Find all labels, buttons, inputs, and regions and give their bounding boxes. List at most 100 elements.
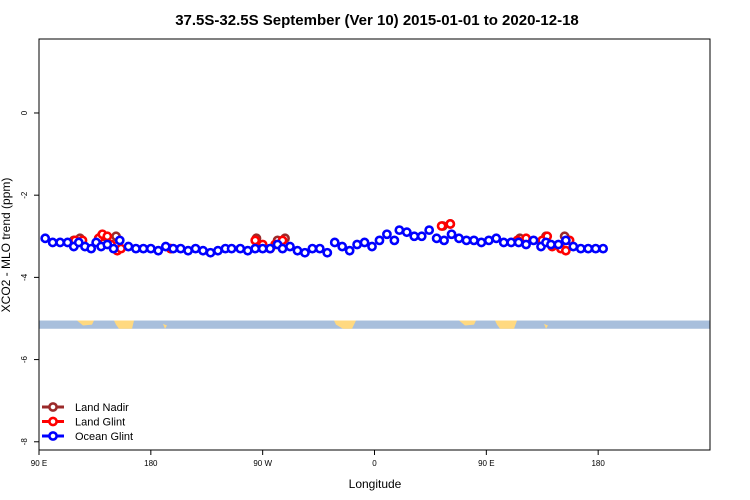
land-new-zealand [163,323,167,329]
ocean-glint-point-60 [469,235,479,246]
ocean-glint-point-76 [583,243,594,254]
legend-label-land-glint: Land Glint [75,417,125,429]
ocean-glint-point-40 [322,247,333,258]
ocean-glint-point-13 [123,241,134,252]
land-australia-repeat [495,320,517,329]
ocean-glint-point-35 [285,241,295,252]
ocean-glint-point-43 [344,245,355,256]
ocean-glint-point-14 [131,243,141,254]
ocean-glint-point-66 [513,237,524,248]
ocean-glint-point-2 [55,237,66,248]
x-tick-label-1: 180 [144,459,158,468]
ocean-glint-point-78 [598,243,609,254]
ocean-glint-point-27 [226,243,237,254]
x-axis-label: Longitude [349,477,402,491]
ocean-glint-point-67 [521,239,531,250]
x-tick-label-5: 180 [591,459,605,468]
ocean-glint-point-22 [190,243,201,254]
series-ocean-glint [40,225,609,258]
ocean-glint-point-29 [242,245,253,256]
y-axis: 0 -2 -4 -6 -8 [20,110,39,445]
y-tick-label-3: -6 [20,355,29,363]
land-glint-point-15 [445,219,456,229]
land-africa-repeat [459,320,476,326]
ocean-glint-point-31 [257,243,268,254]
map-band [39,320,710,329]
legend-marker-ocean-glint [48,431,58,441]
ocean-glint-point-64 [498,237,509,248]
ocean-glint-point-53 [416,231,427,242]
ocean-glint-point-68 [528,235,539,246]
ocean-glint-point-51 [401,227,412,238]
x-tick-label-3: 0 [372,459,377,468]
legend-label-ocean-glint: Ocean Glint [75,431,133,443]
land-new-zealand-repeat [544,323,548,329]
ocean-glint-point-23 [198,245,208,256]
land-south-america [334,320,356,329]
y-tick-label-4: -8 [20,438,29,446]
x-tick-label-2: 90 W [253,459,272,468]
y-tick-label-1: -2 [20,191,29,199]
ocean-glint-point-34 [277,243,288,254]
ocean-glint-point-42 [337,241,348,252]
ocean-glint-point-36 [292,245,303,256]
ocean-glint-point-7 [86,243,97,254]
ocean-glint-point-21 [183,245,194,256]
legend: Land Nadir Land Glint Ocean Glint [42,402,133,443]
y-axis-label: XCO2 - MLO trend (ppm) [0,178,13,313]
ocean-glint-point-24 [205,247,216,258]
ocean-glint-point-32 [265,243,276,254]
ocean-glint-point-25 [213,245,223,256]
ocean-glint-point-15 [138,243,149,254]
ocean-glint-point-39 [314,243,325,254]
x-tick-label-0: 90 E [31,459,47,468]
land-glint-point-22 [560,245,571,256]
ocean-glint-point-45 [359,237,370,248]
ocean-glint-point-16 [145,243,156,254]
ocean-glint-point-50 [394,225,405,236]
ocean-glint-point-18 [160,241,171,252]
y-tick-label-2: -4 [20,273,29,281]
chart-title: 37.5S-32.5S September (Ver 10) 2015-01-0… [175,12,579,29]
land-glint-point-14 [436,221,447,231]
ocean-glint-point-19 [168,243,179,254]
ocean-glint-point-74 [568,241,579,252]
ocean-glint-point-63 [491,233,502,244]
ocean-glint-point-17 [153,245,164,256]
land-glint-point-4 [102,231,113,242]
ocean-band [39,320,710,329]
legend-marker-land-glint [48,416,58,427]
ocean-glint-point-73 [560,235,571,246]
legend-marker-land-nadir [48,402,58,412]
ocean-glint-point-72 [553,239,564,250]
ocean-glint-point-55 [431,233,442,244]
ocean-glint-point-59 [461,235,472,246]
x-tick-label-4: 90 E [478,459,494,468]
ocean-glint-point-61 [476,237,487,248]
land-glint-point-9 [250,235,261,246]
ocean-glint-point-48 [382,229,392,240]
ocean-glint-point-62 [483,235,494,246]
ocean-glint-point-0 [40,233,51,244]
ocean-glint-point-44 [352,239,363,250]
ocean-glint-point-65 [506,237,517,248]
ocean-glint-point-47 [374,235,385,246]
land-australia [114,320,134,329]
ocean-glint-point-20 [175,243,186,254]
ocean-glint-point-38 [307,243,318,254]
ocean-glint-point-54 [424,225,435,236]
ocean-glint-point-11 [108,243,119,254]
y-tick-label-0: 0 [20,110,29,115]
ocean-glint-point-12 [114,235,125,246]
land-glint-point-7 [116,243,126,254]
ocean-glint-point-28 [235,243,246,254]
ocean-glint-point-37 [300,247,310,258]
ocean-glint-point-52 [409,231,420,242]
ocean-glint-point-57 [446,229,457,240]
ocean-glint-point-41 [329,237,340,248]
ocean-glint-point-75 [575,243,586,254]
ocean-glint-point-30 [250,243,261,254]
ocean-glint-point-56 [439,235,449,246]
series-layer [40,219,609,258]
